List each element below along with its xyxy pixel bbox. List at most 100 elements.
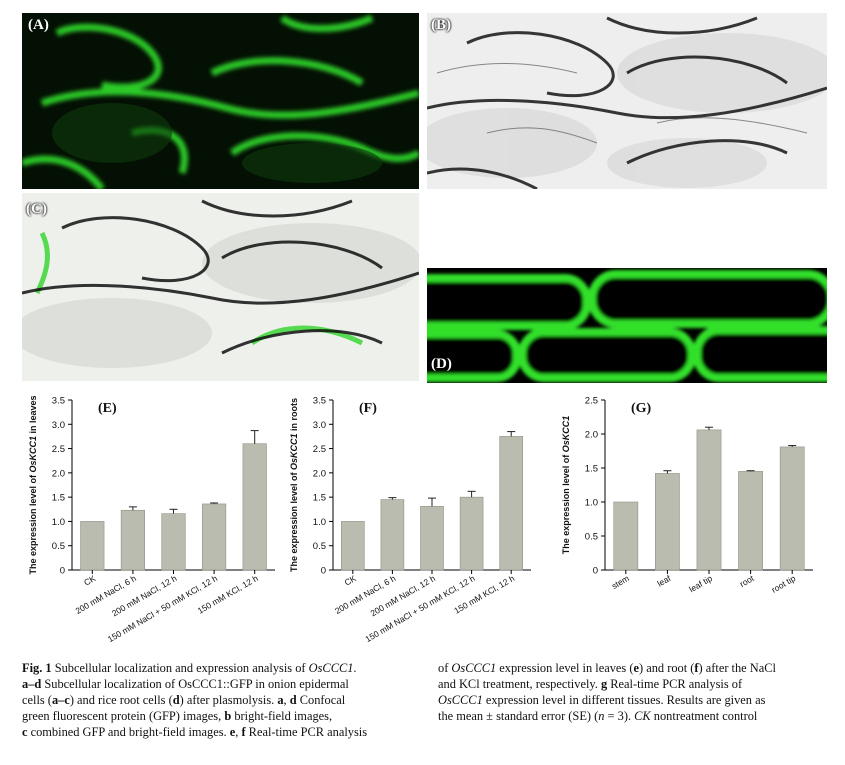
caption-text: CK	[634, 709, 651, 723]
caption-text: = 3).	[604, 709, 635, 723]
y-tick-label: 1.5	[585, 464, 598, 475]
y-tick-label: 1.0	[52, 517, 65, 528]
bar	[80, 521, 105, 571]
caption-text: g	[600, 677, 608, 691]
y-tick-label: 1.0	[313, 517, 326, 528]
y-tick-label: 1.0	[585, 498, 598, 509]
caption-line: a–d Subcellular localization of OsCCC1::…	[22, 676, 418, 692]
caption-line: Fig. 1 Subcellular localization and expr…	[22, 660, 418, 676]
panel-label-a: (A)	[28, 17, 49, 33]
x-tick-label: CK	[343, 573, 359, 588]
bar	[499, 436, 523, 571]
caption-text: e	[229, 725, 236, 739]
caption-text: and KCl treatment, respectively.	[438, 677, 601, 691]
chart-svg: The expression level of OsKCC1 0 0.5 1.0 1.5…	[561, 396, 813, 595]
caption-text: cells (	[22, 693, 52, 707]
chart-svg: The expression level of OsKCC1 in roots 0…	[289, 396, 531, 644]
caption-text: f	[241, 725, 246, 739]
caption-line: OsCCC1 expression level in different tis…	[438, 692, 834, 708]
x-tick-label: leaf	[656, 573, 673, 589]
y-axis-label-gene: OsKCC1	[28, 436, 38, 473]
bar	[738, 471, 763, 571]
x-tick-label: root	[738, 573, 756, 589]
caption-text: green fluorescent protein (GFP) images,	[22, 709, 225, 723]
x-tick-label: CK	[82, 573, 98, 588]
caption-line: green fluorescent protein (GFP) images, …	[22, 708, 418, 724]
caption-text: OsCCC1	[451, 661, 497, 675]
chart-f-roots: The expression level of OsKCC1 in roots 0…	[283, 388, 543, 650]
figure-caption-left: Fig. 1 Subcellular localization and expr…	[22, 660, 418, 740]
bar	[420, 506, 444, 571]
y-tick-label: 0.5	[52, 541, 65, 552]
caption-text: of	[438, 661, 452, 675]
y-tick-label: 3.0	[52, 420, 65, 431]
caption-text: a–d	[22, 677, 42, 691]
caption-text: ) and rice root cells (	[69, 693, 173, 707]
bar	[202, 503, 227, 571]
caption-text: nontreatment control	[650, 709, 758, 723]
y-tick-label: 0	[60, 566, 65, 577]
y-axis-label-suffix: in leaves	[28, 395, 38, 436]
caption-text: c	[22, 725, 28, 739]
caption-text: OsCCC1	[438, 693, 483, 707]
panel-label-b: (B)	[431, 17, 451, 33]
y-tick-label: 1.5	[313, 493, 326, 504]
caption-text: d	[289, 693, 297, 707]
y-tick-label: 0.5	[313, 541, 326, 552]
x-tick-label: leaf tip	[687, 573, 714, 594]
caption-text: ) after the NaCl	[698, 661, 776, 675]
caption-text: .	[353, 661, 357, 675]
caption-text: f	[694, 661, 699, 675]
bar	[242, 443, 267, 571]
bar	[779, 446, 805, 571]
y-tick-label: 1.5	[52, 493, 65, 504]
chart-svg: The expression level of OsKCC1 in leaves…	[28, 395, 275, 644]
y-tick-label: 2.0	[313, 468, 326, 479]
y-tick-label: 2.0	[585, 430, 598, 441]
caption-line: cells (a–c) and rice root cells (d) afte…	[22, 692, 418, 708]
y-tick-label: 0	[321, 566, 326, 577]
y-axis-label: The expression level of OsKCC1	[561, 416, 571, 555]
y-axis-label-suffix: in roots	[289, 398, 299, 434]
bar	[380, 499, 405, 571]
bar	[161, 513, 186, 571]
caption-text: Subcellular localization and expression …	[51, 661, 309, 675]
bar	[120, 509, 145, 571]
caption-text: OsCCC1	[308, 661, 354, 675]
micrograph-b-brightfield: (B)	[427, 13, 827, 189]
bar	[655, 473, 680, 571]
y-axis-label-prefix: The expression level of	[289, 470, 299, 572]
y-axis-label-gene: OsKCC1	[289, 433, 299, 470]
panel-label-c: (C)	[26, 201, 47, 217]
y-tick-label: 2.5	[585, 396, 598, 407]
bar	[459, 496, 484, 571]
chart-panel-label: (F)	[359, 401, 377, 416]
caption-text: e	[633, 661, 639, 675]
y-tick-label: 2.5	[52, 444, 65, 455]
caption-text: Fig. 1	[22, 661, 52, 675]
y-axis-label-prefix: The expression level of	[28, 473, 38, 575]
micrograph-d-gfp: (D)	[427, 268, 827, 383]
caption-text: ,	[235, 725, 242, 739]
caption-text: bright-field images,	[231, 709, 333, 723]
chart-e-leaves: The expression level of OsKCC1 in leaves…	[22, 388, 287, 650]
caption-text: a–c	[51, 693, 70, 707]
caption-text: a	[277, 693, 284, 707]
caption-text: ) after plasmolysis.	[179, 693, 278, 707]
caption-text: expression level in leaves (	[496, 661, 634, 675]
caption-text: ,	[283, 693, 290, 707]
bar	[341, 521, 365, 571]
caption-text: n	[598, 709, 605, 723]
chart-panel-label: (E)	[98, 401, 117, 416]
y-tick-label: 0	[593, 566, 598, 577]
caption-text: d	[172, 693, 180, 707]
y-axis-label-gene: OsKCC1	[561, 416, 571, 453]
caption-line: c combined GFP and bright-field images. …	[22, 724, 418, 740]
caption-text: Real-time PCR analysis of	[607, 677, 743, 691]
y-tick-label: 3.0	[313, 420, 326, 431]
caption-text: Subcellular localization of OsCCC1::GFP …	[41, 677, 349, 691]
micrograph-c-combined: (C)	[22, 193, 419, 381]
caption-line: the mean ± standard error (SE) (n = 3). …	[438, 708, 834, 724]
micrograph-a-gfp: (A)	[22, 13, 419, 189]
caption-line: of OsCCC1 expression level in leaves (e)…	[438, 660, 834, 676]
